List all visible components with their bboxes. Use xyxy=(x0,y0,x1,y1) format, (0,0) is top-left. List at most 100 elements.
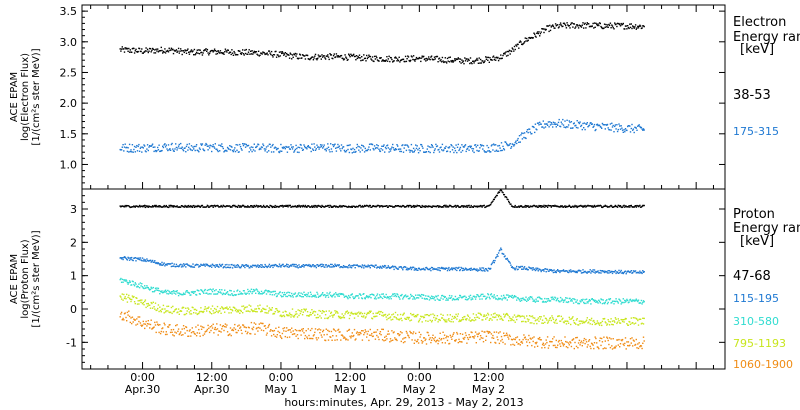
electron-point xyxy=(291,54,294,56)
electron-point xyxy=(532,37,534,39)
proton-point xyxy=(170,329,173,331)
electron-point xyxy=(510,147,512,149)
electron-point xyxy=(369,55,371,58)
proton-point xyxy=(335,310,338,313)
proton-point xyxy=(535,298,537,300)
electron-point xyxy=(399,59,402,62)
proton-point xyxy=(525,296,527,298)
proton-point xyxy=(460,341,462,343)
proton-point xyxy=(364,317,366,319)
electron-point xyxy=(130,149,132,151)
electron-point xyxy=(381,60,383,62)
electron-point xyxy=(218,144,220,146)
proton-point xyxy=(541,205,543,207)
proton-point xyxy=(606,323,609,325)
proton-point xyxy=(281,264,283,267)
proton-point xyxy=(565,323,568,325)
electron-point xyxy=(485,56,487,58)
electron-point xyxy=(642,128,645,130)
proton-point xyxy=(292,315,294,317)
proton-point xyxy=(554,271,556,273)
proton-point xyxy=(467,298,470,300)
proton-point xyxy=(165,291,167,293)
proton-point xyxy=(136,323,139,325)
electron-point xyxy=(546,25,549,27)
proton-point xyxy=(539,269,542,271)
proton-point xyxy=(430,321,433,323)
proton-point xyxy=(348,265,350,267)
electron-point xyxy=(141,151,143,153)
proton-point xyxy=(364,298,366,300)
proton-point xyxy=(302,296,304,298)
proton-point xyxy=(159,306,161,308)
proton-point xyxy=(285,330,287,332)
proton-point xyxy=(532,317,534,319)
proton-point xyxy=(335,205,338,207)
proton-point xyxy=(378,310,380,313)
electron-point xyxy=(503,52,506,54)
proton-point xyxy=(305,308,307,310)
electron-point xyxy=(208,145,210,147)
proton-point xyxy=(459,269,462,271)
proton-point xyxy=(422,294,424,296)
electron-point xyxy=(263,148,266,150)
proton-point xyxy=(332,266,334,268)
proton-point xyxy=(299,330,302,332)
electron-point xyxy=(637,27,640,29)
proton-point xyxy=(362,206,364,208)
electron-point xyxy=(635,127,637,129)
proton-point xyxy=(615,298,617,300)
proton-point xyxy=(305,293,307,296)
electron-point xyxy=(437,149,439,151)
proton-point xyxy=(428,268,431,271)
electron-point xyxy=(388,151,390,153)
proton-point xyxy=(467,315,470,317)
electron-point xyxy=(376,147,379,149)
electron-point xyxy=(488,150,490,152)
electron-point xyxy=(129,150,131,153)
proton-point xyxy=(311,265,313,267)
electron-legend-subtitle: Energy ranges xyxy=(733,30,800,45)
electron-point xyxy=(401,58,403,61)
electron-point xyxy=(398,148,400,150)
electron-point xyxy=(128,151,130,153)
proton-point xyxy=(441,338,443,340)
proton-point xyxy=(191,266,193,268)
proton-point xyxy=(166,333,168,336)
proton-point xyxy=(445,204,447,207)
electron-point xyxy=(396,144,398,146)
proton-point xyxy=(632,270,635,272)
electron-point xyxy=(176,149,178,151)
proton-point xyxy=(328,206,330,208)
electron-point xyxy=(599,22,601,25)
proton-point xyxy=(339,331,341,333)
electron-point xyxy=(144,145,146,147)
proton-point xyxy=(256,311,258,313)
proton-point xyxy=(320,206,322,208)
electron-point xyxy=(345,56,347,58)
proton-point xyxy=(229,308,232,311)
proton-point xyxy=(242,264,244,266)
proton-point xyxy=(585,320,587,323)
electron-point xyxy=(189,148,191,150)
proton-point xyxy=(306,314,308,317)
proton-point xyxy=(578,302,581,305)
electron-point xyxy=(443,147,446,149)
proton-point xyxy=(360,294,362,296)
proton-point xyxy=(479,312,481,315)
proton-point xyxy=(272,330,274,332)
proton-point xyxy=(169,292,172,294)
proton-point xyxy=(543,301,545,303)
proton-point xyxy=(120,257,122,259)
electron-point xyxy=(455,144,457,146)
proton-point xyxy=(231,293,233,295)
proton-point xyxy=(141,286,144,288)
proton-point xyxy=(513,296,515,298)
electron-point xyxy=(487,59,489,61)
proton-point xyxy=(548,319,550,321)
electron-point xyxy=(136,144,138,147)
electron-point xyxy=(533,126,535,129)
proton-point xyxy=(211,205,214,207)
proton-point xyxy=(544,268,547,270)
proton-point xyxy=(491,337,493,339)
